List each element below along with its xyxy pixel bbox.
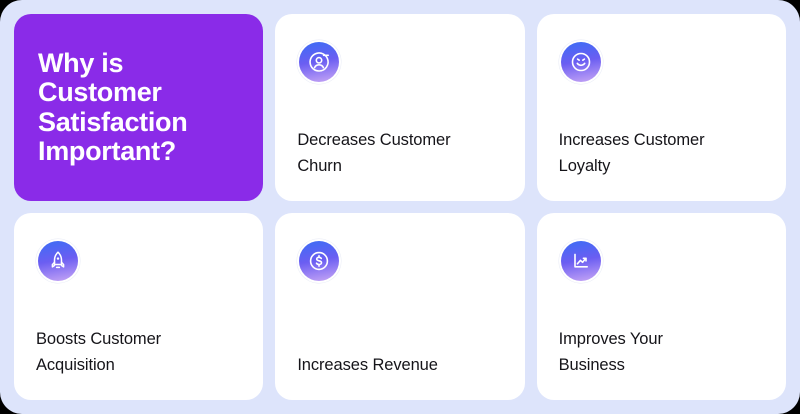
card-body: Boosts Customer Acquisition: [36, 239, 241, 378]
benefit-card-revenue[interactable]: Increases Revenue: [275, 213, 525, 400]
card-label: Decreases Customer Churn: [297, 131, 451, 175]
card-label: Increases Revenue: [297, 356, 438, 374]
benefit-card-churn[interactable]: Decreases Customer Churn: [275, 14, 525, 201]
hero-card: Why is Customer Satisfaction Important?: [14, 14, 264, 201]
smiley-face-icon: [560, 42, 601, 82]
card-label: Improves Your Business: [558, 330, 663, 374]
icon-halo: [36, 239, 80, 283]
benefits-grid: Why is Customer Satisfaction Important? …: [14, 14, 786, 400]
card-body: Decreases Customer Churn: [297, 40, 502, 179]
card-body: Increases Revenue: [297, 239, 502, 378]
icon-halo: [297, 239, 342, 283]
icon-halo: [558, 239, 603, 283]
rocket-icon: [38, 241, 78, 281]
benefit-card-acquisition[interactable]: Boosts Customer Acquisition: [14, 213, 264, 400]
hero-title: Why is Customer Satisfaction Important?: [38, 47, 188, 166]
icon-halo: [297, 40, 342, 84]
growth-chart-icon: [560, 241, 601, 281]
card-label: Increases Customer Loyalty: [558, 131, 705, 175]
card-body: Improves Your Business: [558, 239, 764, 378]
dollar-coin-icon: [299, 241, 340, 281]
card-body: Increases Customer Loyalty: [558, 40, 764, 179]
card-label: Boosts Customer Acquisition: [36, 330, 162, 374]
icon-halo: [558, 40, 603, 84]
benefit-card-loyalty[interactable]: Increases Customer Loyalty: [536, 14, 786, 201]
user-remove-icon: [299, 42, 340, 82]
benefit-card-business[interactable]: Improves Your Business: [536, 213, 786, 400]
